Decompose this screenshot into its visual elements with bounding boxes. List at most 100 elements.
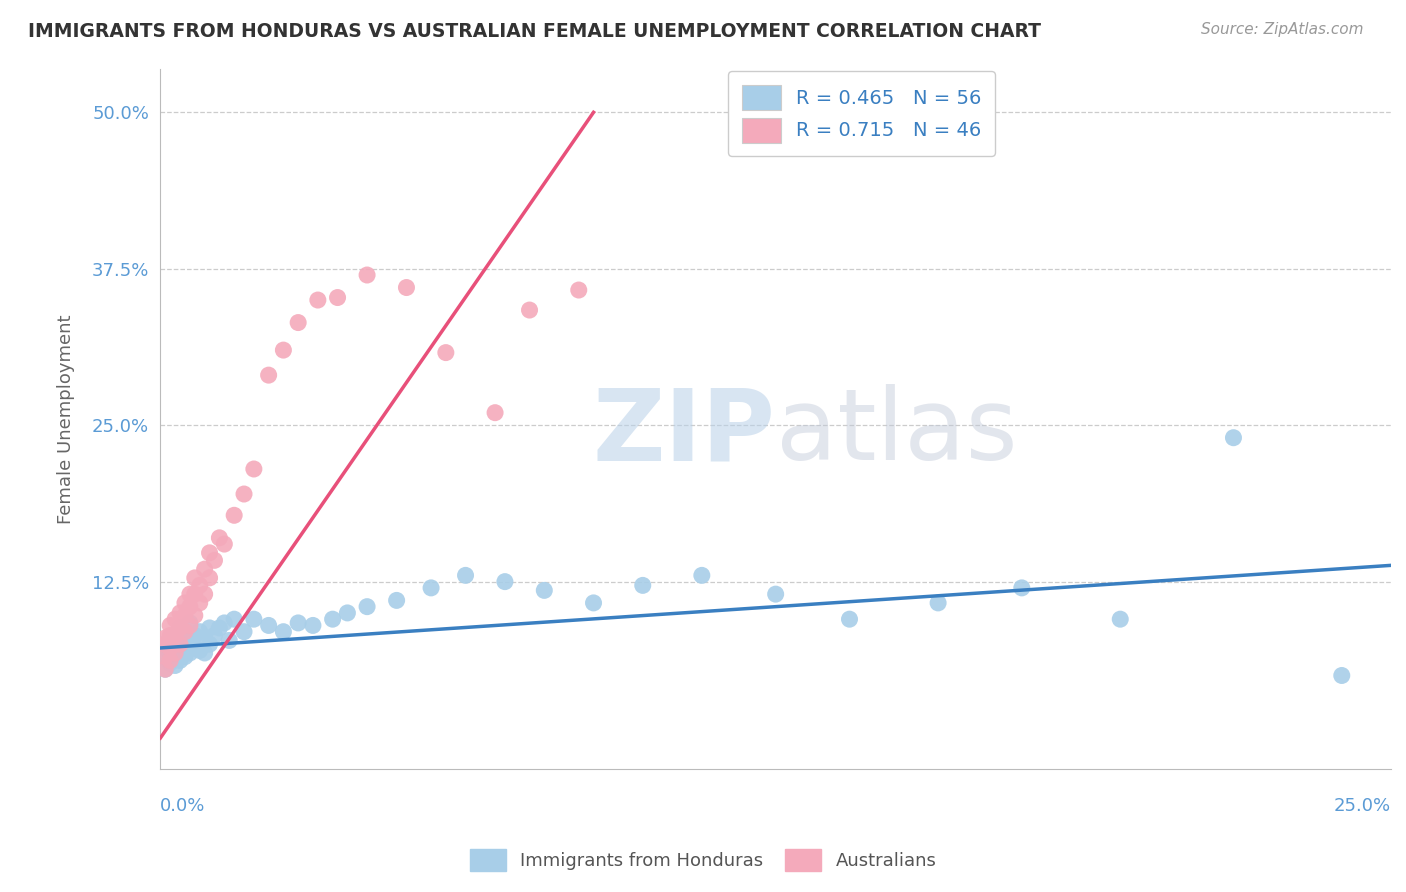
Point [188,578,211,592]
Point [214,537,236,551]
Point [765,587,787,601]
Point [174,596,197,610]
Point [326,291,349,305]
Point [494,574,516,589]
Point [1330,668,1353,682]
Point [169,653,191,667]
Point [420,581,443,595]
Point [395,280,418,294]
Text: ZIP: ZIP [593,384,776,482]
Point [184,571,207,585]
Point [174,624,197,639]
Point [159,643,181,657]
Point [204,553,226,567]
Point [322,612,344,626]
Point [194,631,217,645]
Point [155,631,177,645]
Point [184,608,207,623]
Point [155,649,177,664]
Point [208,621,231,635]
Point [165,658,187,673]
Legend: R = 0.465   N = 56, R = 0.715   N = 46: R = 0.465 N = 56, R = 0.715 N = 46 [728,71,995,156]
Point [208,531,231,545]
Text: 25.0%: 25.0% [1334,797,1391,815]
Point [218,633,240,648]
Point [159,628,181,642]
Point [174,624,197,639]
Point [385,593,408,607]
Point [179,646,201,660]
Point [169,621,191,635]
Point [169,621,191,635]
Point [169,633,191,648]
Point [243,462,266,476]
Point [155,637,177,651]
Point [356,599,378,614]
Point [533,583,555,598]
Point [307,293,329,307]
Point [155,637,177,651]
Point [184,587,207,601]
Point [184,640,207,655]
Point [159,640,181,655]
Point [204,628,226,642]
Point [165,640,187,655]
Point [188,596,211,610]
Point [179,599,201,614]
Point [484,406,506,420]
Point [184,628,207,642]
Point [159,631,181,645]
Point [631,578,654,592]
Point [188,624,211,639]
Point [582,596,605,610]
Point [257,618,280,632]
Point [257,368,280,383]
Point [273,343,295,357]
Point [336,606,359,620]
Point [194,646,217,660]
Point [165,612,187,626]
Point [155,649,177,664]
Point [188,643,211,657]
Point [159,653,181,667]
Point [214,615,236,630]
Point [1109,612,1132,626]
Point [302,618,325,632]
Point [169,606,191,620]
Point [155,662,177,676]
Point [224,612,246,626]
Point [519,303,541,318]
Point [1222,431,1244,445]
Point [233,624,256,639]
Point [690,568,713,582]
Point [179,615,201,630]
Legend: Immigrants from Honduras, Australians: Immigrants from Honduras, Australians [463,842,943,879]
Point [165,628,187,642]
Text: atlas: atlas [776,384,1018,482]
Point [927,596,949,610]
Point [194,562,217,576]
Point [198,621,221,635]
Point [243,612,266,626]
Point [159,656,181,670]
Point [198,571,221,585]
Point [287,615,309,630]
Point [224,508,246,523]
Point [434,345,457,359]
Point [174,637,197,651]
Point [1011,581,1033,595]
Text: 0.0%: 0.0% [160,797,205,815]
Point [194,587,217,601]
Point [169,637,191,651]
Point [179,633,201,648]
Point [356,268,378,282]
Point [287,316,309,330]
Point [198,637,221,651]
Point [159,646,181,660]
Point [568,283,591,297]
Point [174,649,197,664]
Point [179,587,201,601]
Point [233,487,256,501]
Text: Source: ZipAtlas.com: Source: ZipAtlas.com [1201,22,1364,37]
Point [838,612,860,626]
